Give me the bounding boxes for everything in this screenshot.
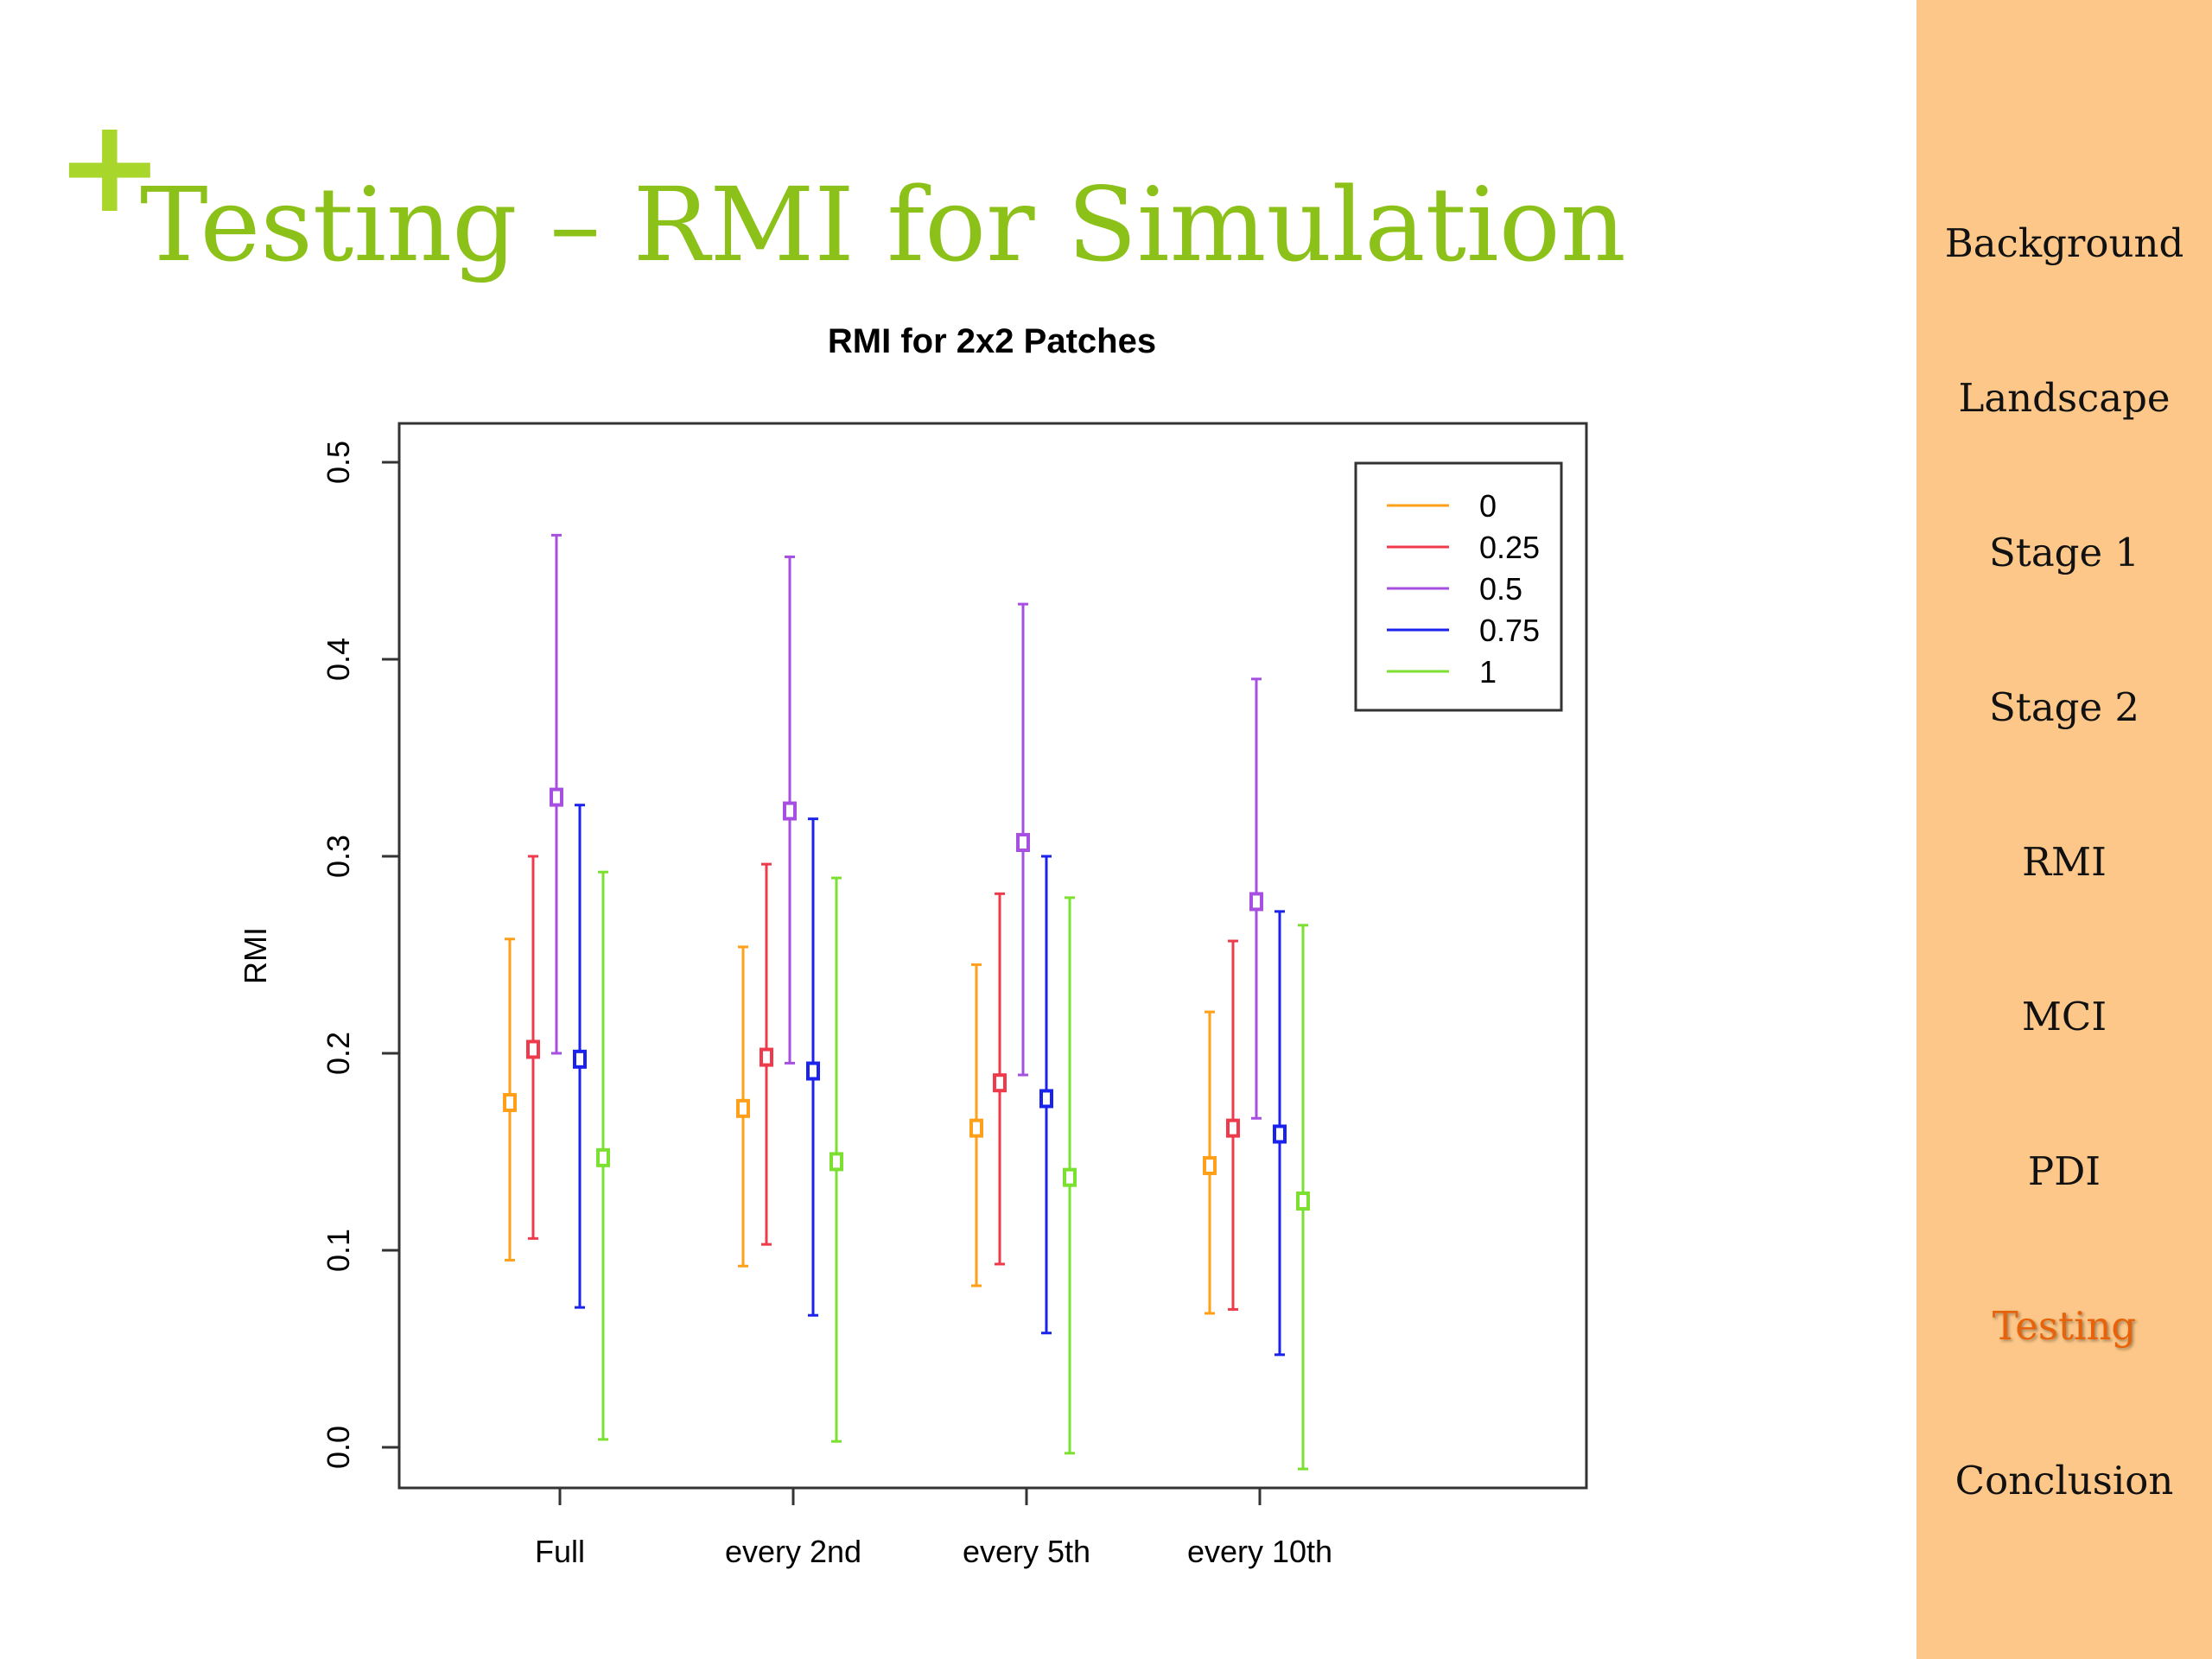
x-tick-label: every 5th [963,1534,1090,1569]
legend-box [1354,461,1563,712]
x-tick-label: Full [535,1534,585,1569]
sidebar-item-stage-2[interactable]: Stage 2 [1988,684,2140,730]
x-tick-label: every 2nd [725,1534,861,1569]
legend-label: 0.75 [1479,613,1540,648]
sidebar-item-landscape[interactable]: Landscape [1958,375,2171,421]
slide-title: Testing – RMI for Simulation [140,165,1626,284]
plus-icon: + [55,92,164,242]
data-point [1273,1124,1287,1144]
sidebar-item-stage-1[interactable]: Stage 1 [1988,530,2140,575]
sidebar-item-rmi[interactable]: RMI [2022,839,2107,885]
data-point [760,1047,773,1067]
y-tick-label: 0.3 [321,835,356,878]
data-point [526,1039,540,1059]
data-point [1016,833,1030,853]
rmi-chart: RMI for 2x2 Patches RMI 0.00.10.20.30.40… [238,322,1588,1569]
y-tick-label: 0.4 [321,638,356,681]
data-point [1063,1167,1077,1187]
data-point [550,787,563,807]
legend-label: 0 [1479,488,1497,524]
data-point [1203,1155,1217,1175]
y-axis: 0.0 0.1 0.2 0.3 0.4 0.5 [321,441,401,1469]
y-tick-label: 0.1 [321,1229,356,1272]
y-tick-label: 0.0 [321,1426,356,1469]
sidebar-item-mci[interactable]: MCI [2021,994,2107,1039]
legend: 0 0.25 0.5 0.75 1 [1354,461,1563,712]
data-point [830,1152,843,1172]
x-tick-label: every 10th [1187,1534,1332,1569]
data-point [736,1098,750,1118]
sidebar-item-background[interactable]: Background [1944,220,2184,266]
y-axis-label: RMI [238,927,273,984]
data-point [1039,1089,1053,1109]
data-point [783,801,797,821]
sidebar-item-pdi[interactable]: PDI [2027,1148,2101,1194]
legend-label: 1 [1479,654,1497,690]
data-point [596,1147,610,1167]
data-point [806,1061,820,1081]
data-point [1296,1192,1310,1211]
data-point [573,1049,587,1069]
y-tick-label: 0.5 [321,441,356,484]
legend-label: 0.5 [1479,571,1522,607]
sidebar-item-conclusion[interactable]: Conclusion [1955,1458,2174,1503]
chart-title: RMI for 2x2 Patches [828,322,1156,360]
legend-label: 0.25 [1479,530,1540,565]
sidebar-item-testing[interactable]: Testing [1992,1303,2137,1349]
data-point [993,1073,1007,1093]
data-point [503,1093,517,1112]
data-point [969,1118,983,1138]
data-point [1249,892,1263,912]
x-axis: Full every 2nd every 5th every 10th [535,1488,1332,1569]
sidebar: Background Landscape Stage 1 Stage 2 RMI… [1916,0,2212,1659]
data-point [1226,1118,1240,1138]
y-tick-label: 0.2 [321,1032,356,1075]
data-marks [503,533,1310,1471]
